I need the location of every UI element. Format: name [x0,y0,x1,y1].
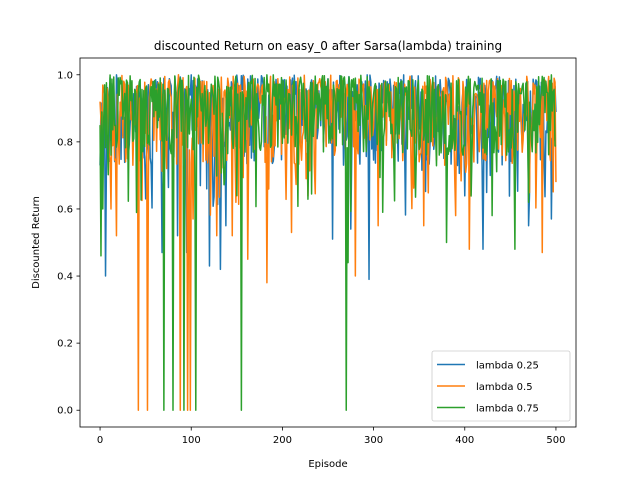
x-tick-label: 300 [364,435,383,446]
x-axis: 0 100 200 300 400 500 [97,427,565,446]
y-tick-label: 0.6 [57,204,73,215]
chart-title: discounted Return on easy_0 after Sarsa(… [154,39,502,53]
legend-label: lambda 0.5 [476,382,533,393]
y-tick-label: 0.8 [57,137,73,148]
y-tick-label: 0.0 [57,406,73,417]
legend-label: lambda 0.75 [476,404,539,415]
legend-label: lambda 0.25 [476,361,539,372]
legend: lambda 0.25 lambda 0.5 lambda 0.75 [431,350,571,422]
y-axis: 0.0 0.2 0.4 0.6 0.8 1.0 [57,70,80,417]
series-layer [99,74,557,411]
y-tick-label: 0.4 [57,272,73,283]
y-tick-label: 0.2 [57,339,73,350]
x-tick-label: 500 [546,435,565,446]
y-axis-label: Discounted Return [31,196,42,289]
x-tick-label: 0 [97,435,103,446]
legend-box [431,350,571,422]
x-tick-label: 400 [455,435,474,446]
x-tick-label: 200 [273,435,292,446]
plot-frame [79,57,577,428]
y-tick-label: 1.0 [57,70,73,81]
series-line-3 [99,74,557,411]
x-tick-label: 100 [182,435,201,446]
x-axis-label: Episode [308,459,347,470]
